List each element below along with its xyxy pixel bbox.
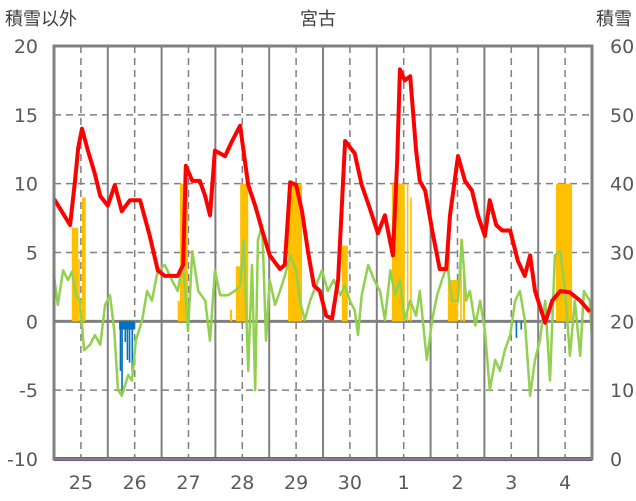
x-tick-label: 26 bbox=[123, 472, 147, 494]
y-right-tick-label: 30 bbox=[610, 243, 634, 265]
y-right-tick-label: 40 bbox=[610, 174, 634, 196]
snow-bars-bar bbox=[341, 245, 348, 322]
blue-bars-bar bbox=[126, 321, 129, 360]
red-series bbox=[52, 67, 592, 325]
right-axis-title: 積雪 bbox=[596, 9, 632, 30]
y-left-tick-label: 0 bbox=[26, 311, 38, 333]
y-right-tick-label: 60 bbox=[610, 36, 634, 58]
x-tick-label: 29 bbox=[284, 472, 308, 494]
green-series bbox=[52, 223, 594, 397]
snow-bars-bar bbox=[71, 227, 79, 322]
x-tick-label: 1 bbox=[398, 472, 410, 494]
snow-bars-bar bbox=[235, 266, 241, 322]
blue-bars-bar bbox=[121, 321, 123, 396]
snow-bars-bar bbox=[177, 300, 180, 322]
x-tick-label: 3 bbox=[505, 472, 517, 494]
chart-title: 宮古 bbox=[300, 9, 336, 30]
y-left-tick-label: 15 bbox=[14, 105, 38, 127]
x-tick-label: 2 bbox=[451, 472, 463, 494]
x-tick-label: 27 bbox=[176, 472, 200, 494]
y-left-tick-label: -5 bbox=[19, 380, 38, 402]
y-left-tick-label: -10 bbox=[7, 449, 38, 471]
blue-bars-bar bbox=[119, 321, 122, 371]
snow-bars-bar bbox=[229, 309, 233, 322]
snow-bars-bar bbox=[78, 259, 80, 322]
snow-bars-bar bbox=[410, 197, 412, 322]
snow-bars-bar bbox=[460, 238, 462, 322]
y-left-tick-label: 5 bbox=[26, 243, 38, 265]
y-left-tick-label: 10 bbox=[14, 174, 38, 196]
snow-bars-bar bbox=[462, 266, 466, 322]
blue-bars-bar bbox=[520, 321, 523, 330]
y-right-tick-label: 20 bbox=[610, 311, 634, 333]
x-tick-label: 4 bbox=[559, 472, 571, 494]
tick-labels: 20 60 15 50 10 40 5 30 0 20 -5 10 -10 0 25 26 27 28 29 30 1 2… bbox=[7, 36, 634, 494]
left-axis-title: 積雪以外 bbox=[5, 9, 77, 30]
plot-frame bbox=[52, 44, 594, 461]
blue-bars-bar bbox=[131, 321, 134, 377]
snow-bars-bar bbox=[406, 183, 409, 322]
blue-bars-bar bbox=[515, 321, 518, 338]
x-tick-label: 25 bbox=[69, 472, 93, 494]
y-right-tick-label: 0 bbox=[610, 449, 622, 471]
snow-bars-bar bbox=[81, 197, 86, 322]
x-tick-label: 28 bbox=[230, 472, 254, 494]
y-left-tick-label: 20 bbox=[14, 36, 38, 58]
blue-bars-bar bbox=[128, 321, 131, 363]
blue-bars-bar bbox=[124, 321, 127, 342]
y-right-tick-label: 10 bbox=[610, 380, 634, 402]
y-right-tick-label: 50 bbox=[610, 105, 634, 127]
gridlines bbox=[54, 46, 592, 459]
snow-bars-bar bbox=[555, 183, 573, 322]
x-tick-label: 30 bbox=[338, 472, 362, 494]
